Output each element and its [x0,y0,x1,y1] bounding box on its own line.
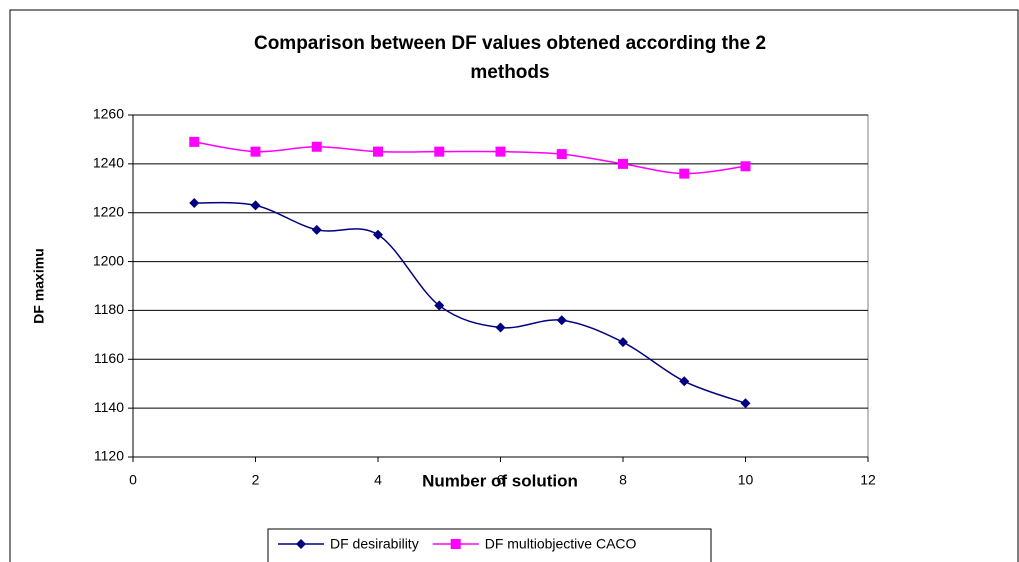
y-tick-label: 1260 [93,106,124,122]
y-tick-label: 1120 [94,448,124,464]
marker [618,337,628,348]
marker [679,168,690,179]
series-line [194,201,746,404]
marker [556,315,567,326]
y-tick-label: 1160 [94,350,124,366]
legend [267,528,712,562]
marker [189,136,200,147]
marker [450,539,461,549]
legend-label: DF desirability [330,536,419,552]
x-tick-label: 2 [252,472,260,488]
marker [434,146,445,157]
legend-label: DF multiobjective CACO [485,536,637,552]
x-axis-label: Number of solution [422,471,578,490]
x-tick-label: 6 [497,472,505,488]
marker [189,197,200,208]
y-tick-label: 1200 [93,252,124,268]
x-tick-label: 0 [129,472,137,488]
x-tick-label: 4 [374,472,382,488]
chart-title: Comparison between DF values obtened acc… [254,33,766,54]
marker [250,200,261,211]
marker [679,376,690,387]
marker [740,161,751,172]
marker [250,146,261,157]
x-tick-label: 8 [619,472,627,488]
marker [311,224,322,235]
marker [618,158,628,169]
y-tick-label: 1220 [93,203,124,219]
chart-title: methods [470,62,549,83]
x-tick-label: 10 [738,472,754,488]
plot-area [132,114,869,458]
marker [495,322,506,333]
marker [373,229,383,240]
y-tick-label: 1240 [93,155,124,171]
y-tick-label: 1180 [94,301,124,317]
marker [311,141,322,152]
series-line [194,141,746,175]
y-tick-label: 1140 [94,399,124,415]
x-tick-label: 12 [860,472,876,488]
marker [556,149,567,160]
marker [296,539,306,549]
marker [740,398,751,409]
marker [373,146,383,157]
marker [495,146,506,157]
marker [434,300,445,311]
y-axis-label: DF maximu [31,248,47,323]
